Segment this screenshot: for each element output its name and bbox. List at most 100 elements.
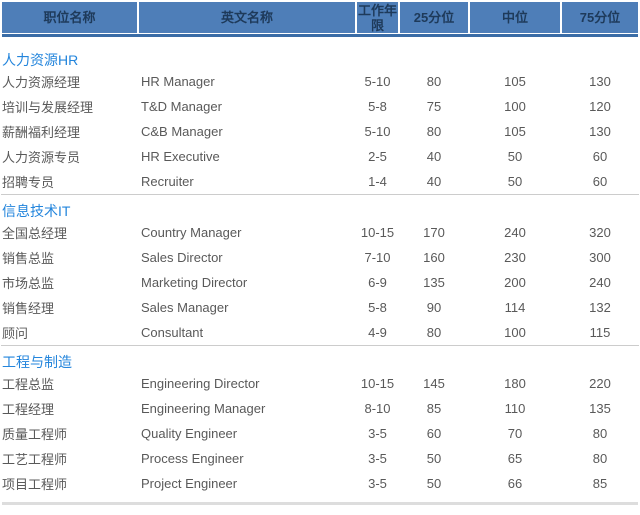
cell-p25: 170 <box>423 225 445 240</box>
cell-position-title: 人力资源经理 <box>2 75 81 90</box>
cell-work-years: 5-8 <box>368 99 387 114</box>
cell-position-title: 全国总经理 <box>2 226 68 241</box>
cell-p25: 60 <box>426 426 442 441</box>
cell-p25: 85 <box>426 401 442 416</box>
cell-english-name: Marketing Director <box>141 275 248 290</box>
header-cell-p75: 75分位 <box>562 2 638 33</box>
cell-work-years: 4-9 <box>368 325 387 340</box>
cell-p75: 60 <box>592 174 608 189</box>
cell-p25: 80 <box>426 325 442 340</box>
table-row: 质量工程师 Quality Engineer 3-5 60 70 80 <box>2 421 638 446</box>
cell-p25: 145 <box>423 376 445 391</box>
table-row: 人力资源经理 HR Manager 5-10 80 105 130 <box>2 69 638 94</box>
cell-median: 110 <box>504 401 526 416</box>
cell-median: 105 <box>504 74 526 89</box>
cell-p75: 85 <box>592 476 608 491</box>
cell-position-title: 招聘专员 <box>2 175 55 190</box>
cell-position-title: 销售总监 <box>2 251 55 266</box>
cell-median: 230 <box>504 250 526 265</box>
cell-p75: 300 <box>589 250 611 265</box>
cell-english-name: HR Executive <box>141 149 220 164</box>
cell-work-years: 5-8 <box>368 300 387 315</box>
cell-p75: 320 <box>589 225 611 240</box>
cell-work-years: 1-4 <box>368 174 387 189</box>
cell-work-years: 3-5 <box>368 476 387 491</box>
table-header-row: 职位名称 英文名称 工作年限 25分位 中位 75分位 <box>2 2 638 33</box>
cell-p75: 132 <box>589 300 611 315</box>
cell-english-name: Project Engineer <box>141 476 238 491</box>
cell-p75: 130 <box>589 124 611 139</box>
bottom-divider <box>2 502 638 505</box>
section-title: 工程与制造 <box>2 354 72 370</box>
table-section: 工程与制造 工程总监 Engineering Director 10-15 14… <box>0 345 640 496</box>
cell-median: 66 <box>507 476 523 491</box>
section-title: 人力资源HR <box>2 52 79 68</box>
cell-position-title: 工程经理 <box>2 402 55 417</box>
cell-english-name: Process Engineer <box>141 451 244 466</box>
section-title: 信息技术IT <box>2 203 71 219</box>
section-rows: 工程总监 Engineering Director 10-15 145 180 … <box>0 371 640 496</box>
cell-p75: 115 <box>589 325 611 340</box>
cell-p25: 75 <box>426 99 442 114</box>
cell-english-name: Recruiter <box>141 174 194 189</box>
table-row: 销售经理 Sales Manager 5-8 90 114 132 <box>2 295 638 320</box>
cell-work-years: 6-9 <box>368 275 387 290</box>
cell-position-title: 工程总监 <box>2 377 55 392</box>
cell-position-title: 人力资源专员 <box>2 150 81 165</box>
table-row: 培训与发展经理 T&D Manager 5-8 75 100 120 <box>2 94 638 119</box>
table-row: 工程经理 Engineering Manager 8-10 85 110 135 <box>2 396 638 421</box>
header-cell-work-years: 工作年限 <box>357 2 398 33</box>
cell-median: 65 <box>507 451 523 466</box>
cell-position-title: 质量工程师 <box>2 427 68 442</box>
table-row: 销售总监 Sales Director 7-10 160 230 300 <box>2 245 638 270</box>
cell-work-years: 3-5 <box>368 426 387 441</box>
cell-p25: 40 <box>426 149 442 164</box>
header-underline <box>2 34 638 37</box>
cell-median: 100 <box>504 325 526 340</box>
cell-position-title: 薪酬福利经理 <box>2 125 81 140</box>
cell-english-name: C&B Manager <box>141 124 223 139</box>
cell-median: 50 <box>507 149 523 164</box>
cell-position-title: 销售经理 <box>2 301 55 316</box>
table-row: 项目工程师 Project Engineer 3-5 50 66 85 <box>2 471 638 496</box>
cell-p75: 80 <box>592 426 608 441</box>
section-divider <box>1 345 639 346</box>
cell-position-title: 市场总监 <box>2 276 55 291</box>
cell-work-years: 10-15 <box>360 225 395 240</box>
table-row: 全国总经理 Country Manager 10-15 170 240 320 <box>2 220 638 245</box>
cell-p25: 80 <box>426 124 442 139</box>
cell-english-name: Country Manager <box>141 225 242 240</box>
cell-median: 100 <box>504 99 526 114</box>
header-cell-median: 中位 <box>470 2 560 33</box>
cell-p25: 90 <box>426 300 442 315</box>
cell-work-years: 3-5 <box>368 451 387 466</box>
table-row: 工程总监 Engineering Director 10-15 145 180 … <box>2 371 638 396</box>
header-cell-position-title: 职位名称 <box>2 2 137 33</box>
cell-p75: 220 <box>589 376 611 391</box>
cell-median: 70 <box>507 426 523 441</box>
cell-median: 200 <box>504 275 526 290</box>
cell-work-years: 5-10 <box>364 124 391 139</box>
section-divider <box>1 194 639 195</box>
section-rows: 人力资源经理 HR Manager 5-10 80 105 130 培训与发展经… <box>0 69 640 194</box>
cell-p25: 80 <box>426 74 442 89</box>
cell-work-years: 2-5 <box>368 149 387 164</box>
cell-english-name: Consultant <box>141 325 204 340</box>
table-row: 顾问 Consultant 4-9 80 100 115 <box>2 320 638 345</box>
cell-english-name: Quality Engineer <box>141 426 238 441</box>
cell-median: 105 <box>504 124 526 139</box>
cell-p25: 135 <box>423 275 445 290</box>
cell-position-title: 培训与发展经理 <box>2 100 94 115</box>
cell-median: 114 <box>504 300 526 315</box>
table-section: 信息技术IT 全国总经理 Country Manager 10-15 170 2… <box>0 194 640 345</box>
cell-english-name: T&D Manager <box>141 99 222 114</box>
section-rows: 全国总经理 Country Manager 10-15 170 240 320 … <box>0 220 640 345</box>
header-cell-p25: 25分位 <box>400 2 468 33</box>
table-row: 人力资源专员 HR Executive 2-5 40 50 60 <box>2 144 638 169</box>
cell-p75: 120 <box>589 99 611 114</box>
header-cell-english-name: 英文名称 <box>139 2 355 33</box>
cell-p75: 60 <box>592 149 608 164</box>
cell-p75: 240 <box>589 275 611 290</box>
cell-position-title: 项目工程师 <box>2 477 68 492</box>
